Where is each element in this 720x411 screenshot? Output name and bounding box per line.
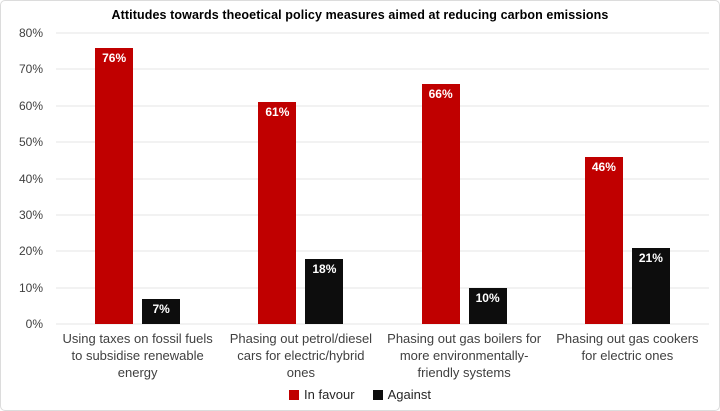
bar-against: 18%: [305, 258, 344, 324]
y-axis: 0% 10% 20% 30% 40% 50% 60% 70% 80%: [1, 26, 47, 331]
gridline: [56, 250, 709, 253]
gridline: [56, 286, 709, 289]
bar-value-label: 18%: [312, 261, 337, 276]
legend-swatch-icon: [372, 389, 383, 400]
bar-value-label: 10%: [475, 290, 500, 305]
bar-against: 7%: [142, 298, 181, 324]
plot-area: 76% 7% 61% 18% 66% 10% 46% 21%: [56, 32, 709, 325]
bar-against: 21%: [631, 247, 670, 324]
y-tick-label: 20%: [18, 244, 43, 259]
bar-value-label: 61%: [265, 105, 290, 120]
y-tick-label: 50%: [18, 135, 43, 150]
gridline: [56, 141, 709, 144]
legend: In favour Against: [1, 387, 719, 402]
bar-in-favour: 61%: [258, 102, 297, 324]
bar-in-favour: 66%: [421, 83, 460, 324]
y-tick-label: 40%: [18, 171, 43, 186]
bar-group: 66% 10%: [383, 33, 546, 324]
gridline: [56, 32, 709, 34]
category-label: Using taxes on fossil fuels to subsidise…: [62, 331, 213, 380]
legend-swatch-icon: [289, 389, 300, 400]
bar-value-label: 7%: [152, 301, 170, 316]
x-axis-labels: Using taxes on fossil fuels to subsidise…: [56, 331, 709, 382]
bar-value-label: 76%: [102, 50, 127, 65]
y-tick-label: 10%: [18, 280, 43, 295]
bar-value-label: 46%: [591, 159, 616, 174]
gridline: [56, 323, 709, 325]
bar-against: 10%: [468, 287, 507, 324]
legend-label: Against: [387, 387, 431, 402]
bar-in-favour: 76%: [95, 47, 134, 324]
bar-value-label: 21%: [638, 250, 663, 265]
gridline: [56, 104, 709, 107]
bar-group: 61% 18%: [219, 33, 382, 324]
legend-item-against: Against: [372, 387, 431, 402]
legend-label: In favour: [304, 387, 355, 402]
bar-groups: 76% 7% 61% 18% 66% 10% 46% 21%: [56, 33, 709, 324]
bar-group: 76% 7%: [56, 33, 219, 324]
bar-group: 46% 21%: [546, 33, 709, 324]
y-tick-label: 80%: [18, 26, 43, 40]
legend-item-in-favour: In favour: [289, 387, 355, 402]
gridline: [56, 177, 709, 180]
category-label: Phasing out petrol/diesel cars for elect…: [229, 331, 373, 380]
category-label: Phasing out gas boilers for more environ…: [387, 331, 542, 380]
gridline: [56, 213, 709, 216]
chart-title: Attitudes towards theoetical policy meas…: [111, 8, 609, 22]
y-tick-label: 60%: [18, 98, 43, 113]
bar-value-label: 66%: [428, 86, 453, 101]
gridline: [56, 68, 709, 71]
bar-in-favour: 46%: [584, 156, 623, 324]
y-tick-label: 0%: [25, 317, 43, 331]
category-label: Phasing out gas cookers for electric one…: [556, 331, 699, 363]
y-tick-label: 30%: [18, 207, 43, 222]
y-tick-label: 70%: [18, 62, 43, 77]
